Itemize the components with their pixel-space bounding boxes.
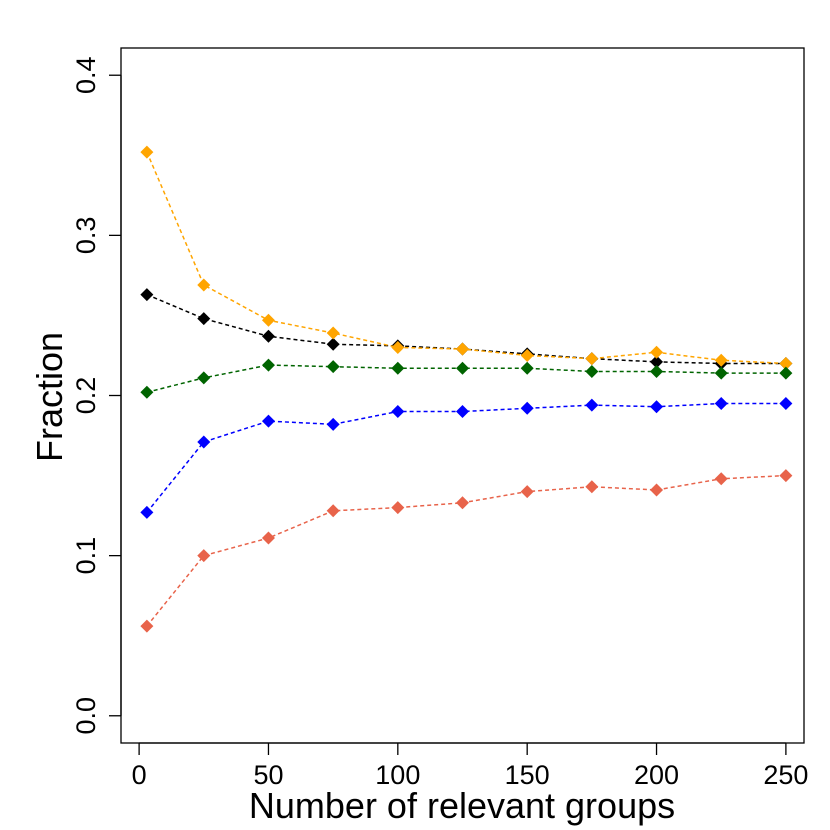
data-point xyxy=(197,371,211,385)
y-axis: 0.0 0.1 0.2 0.3 0.4 xyxy=(71,56,122,735)
data-point xyxy=(585,480,599,494)
data-point xyxy=(326,337,340,351)
data-point xyxy=(326,360,340,374)
x-tick-label: 0 xyxy=(132,760,147,790)
data-point xyxy=(261,358,275,372)
data-point xyxy=(585,364,599,378)
data-point xyxy=(391,405,405,419)
x-tick-label: 150 xyxy=(505,760,550,790)
data-point xyxy=(140,619,154,633)
data-point xyxy=(261,531,275,545)
data-point xyxy=(650,400,664,414)
series-line xyxy=(146,474,786,627)
data-point xyxy=(197,549,211,563)
data-point xyxy=(456,496,469,510)
x-tick-label: 50 xyxy=(253,760,283,790)
data-point xyxy=(650,483,664,497)
data-point xyxy=(585,398,599,412)
series-line xyxy=(146,151,786,365)
x-tick-label: 200 xyxy=(634,760,679,790)
data-point xyxy=(714,366,728,380)
data-point xyxy=(714,472,728,486)
data-point xyxy=(140,288,154,302)
series-line xyxy=(146,293,786,365)
data-point xyxy=(197,312,211,326)
data-point xyxy=(197,435,211,449)
data-point xyxy=(326,326,340,340)
series-line xyxy=(146,402,786,513)
data-point xyxy=(197,278,211,292)
series-1 xyxy=(140,288,793,370)
data-point xyxy=(779,469,793,483)
y-axis-title: Fraction xyxy=(29,332,70,462)
data-point xyxy=(261,414,275,428)
data-point xyxy=(326,504,340,518)
series-5 xyxy=(140,469,793,633)
y-tick-label: 0.2 xyxy=(71,377,101,415)
data-point xyxy=(585,352,599,366)
y-tick-label: 0.1 xyxy=(71,537,101,575)
x-tick-label: 250 xyxy=(763,760,808,790)
x-axis: 0 50 100 150 200 250 xyxy=(132,742,808,790)
data-point xyxy=(520,401,534,415)
data-point xyxy=(520,348,534,362)
data-point xyxy=(650,355,664,369)
series-2 xyxy=(140,145,793,370)
series-3 xyxy=(140,358,793,399)
x-tick-label: 100 xyxy=(375,760,420,790)
data-point xyxy=(714,397,728,411)
data-point xyxy=(456,342,469,356)
data-point xyxy=(261,329,275,343)
data-point xyxy=(326,417,340,431)
data-point xyxy=(714,353,728,367)
data-point xyxy=(779,366,793,380)
x-axis-title: Number of relevant groups xyxy=(249,785,675,826)
data-point xyxy=(456,361,469,375)
series-layer xyxy=(140,145,793,633)
data-point xyxy=(391,501,405,515)
data-point xyxy=(456,405,469,419)
data-point xyxy=(391,361,405,375)
plot-frame xyxy=(120,47,805,744)
y-tick-label: 0.3 xyxy=(71,217,101,255)
data-point xyxy=(261,313,275,327)
data-point xyxy=(650,364,664,378)
y-tick-label: 0.4 xyxy=(71,56,101,94)
data-point xyxy=(140,145,154,159)
data-point xyxy=(140,385,154,399)
data-point xyxy=(520,485,534,499)
data-point xyxy=(391,340,405,354)
data-point xyxy=(140,505,154,519)
series-4 xyxy=(140,397,793,519)
data-point xyxy=(650,345,664,359)
data-point xyxy=(779,397,793,411)
data-point xyxy=(520,361,534,375)
data-point xyxy=(779,356,793,370)
y-tick-label: 0.0 xyxy=(71,697,101,735)
